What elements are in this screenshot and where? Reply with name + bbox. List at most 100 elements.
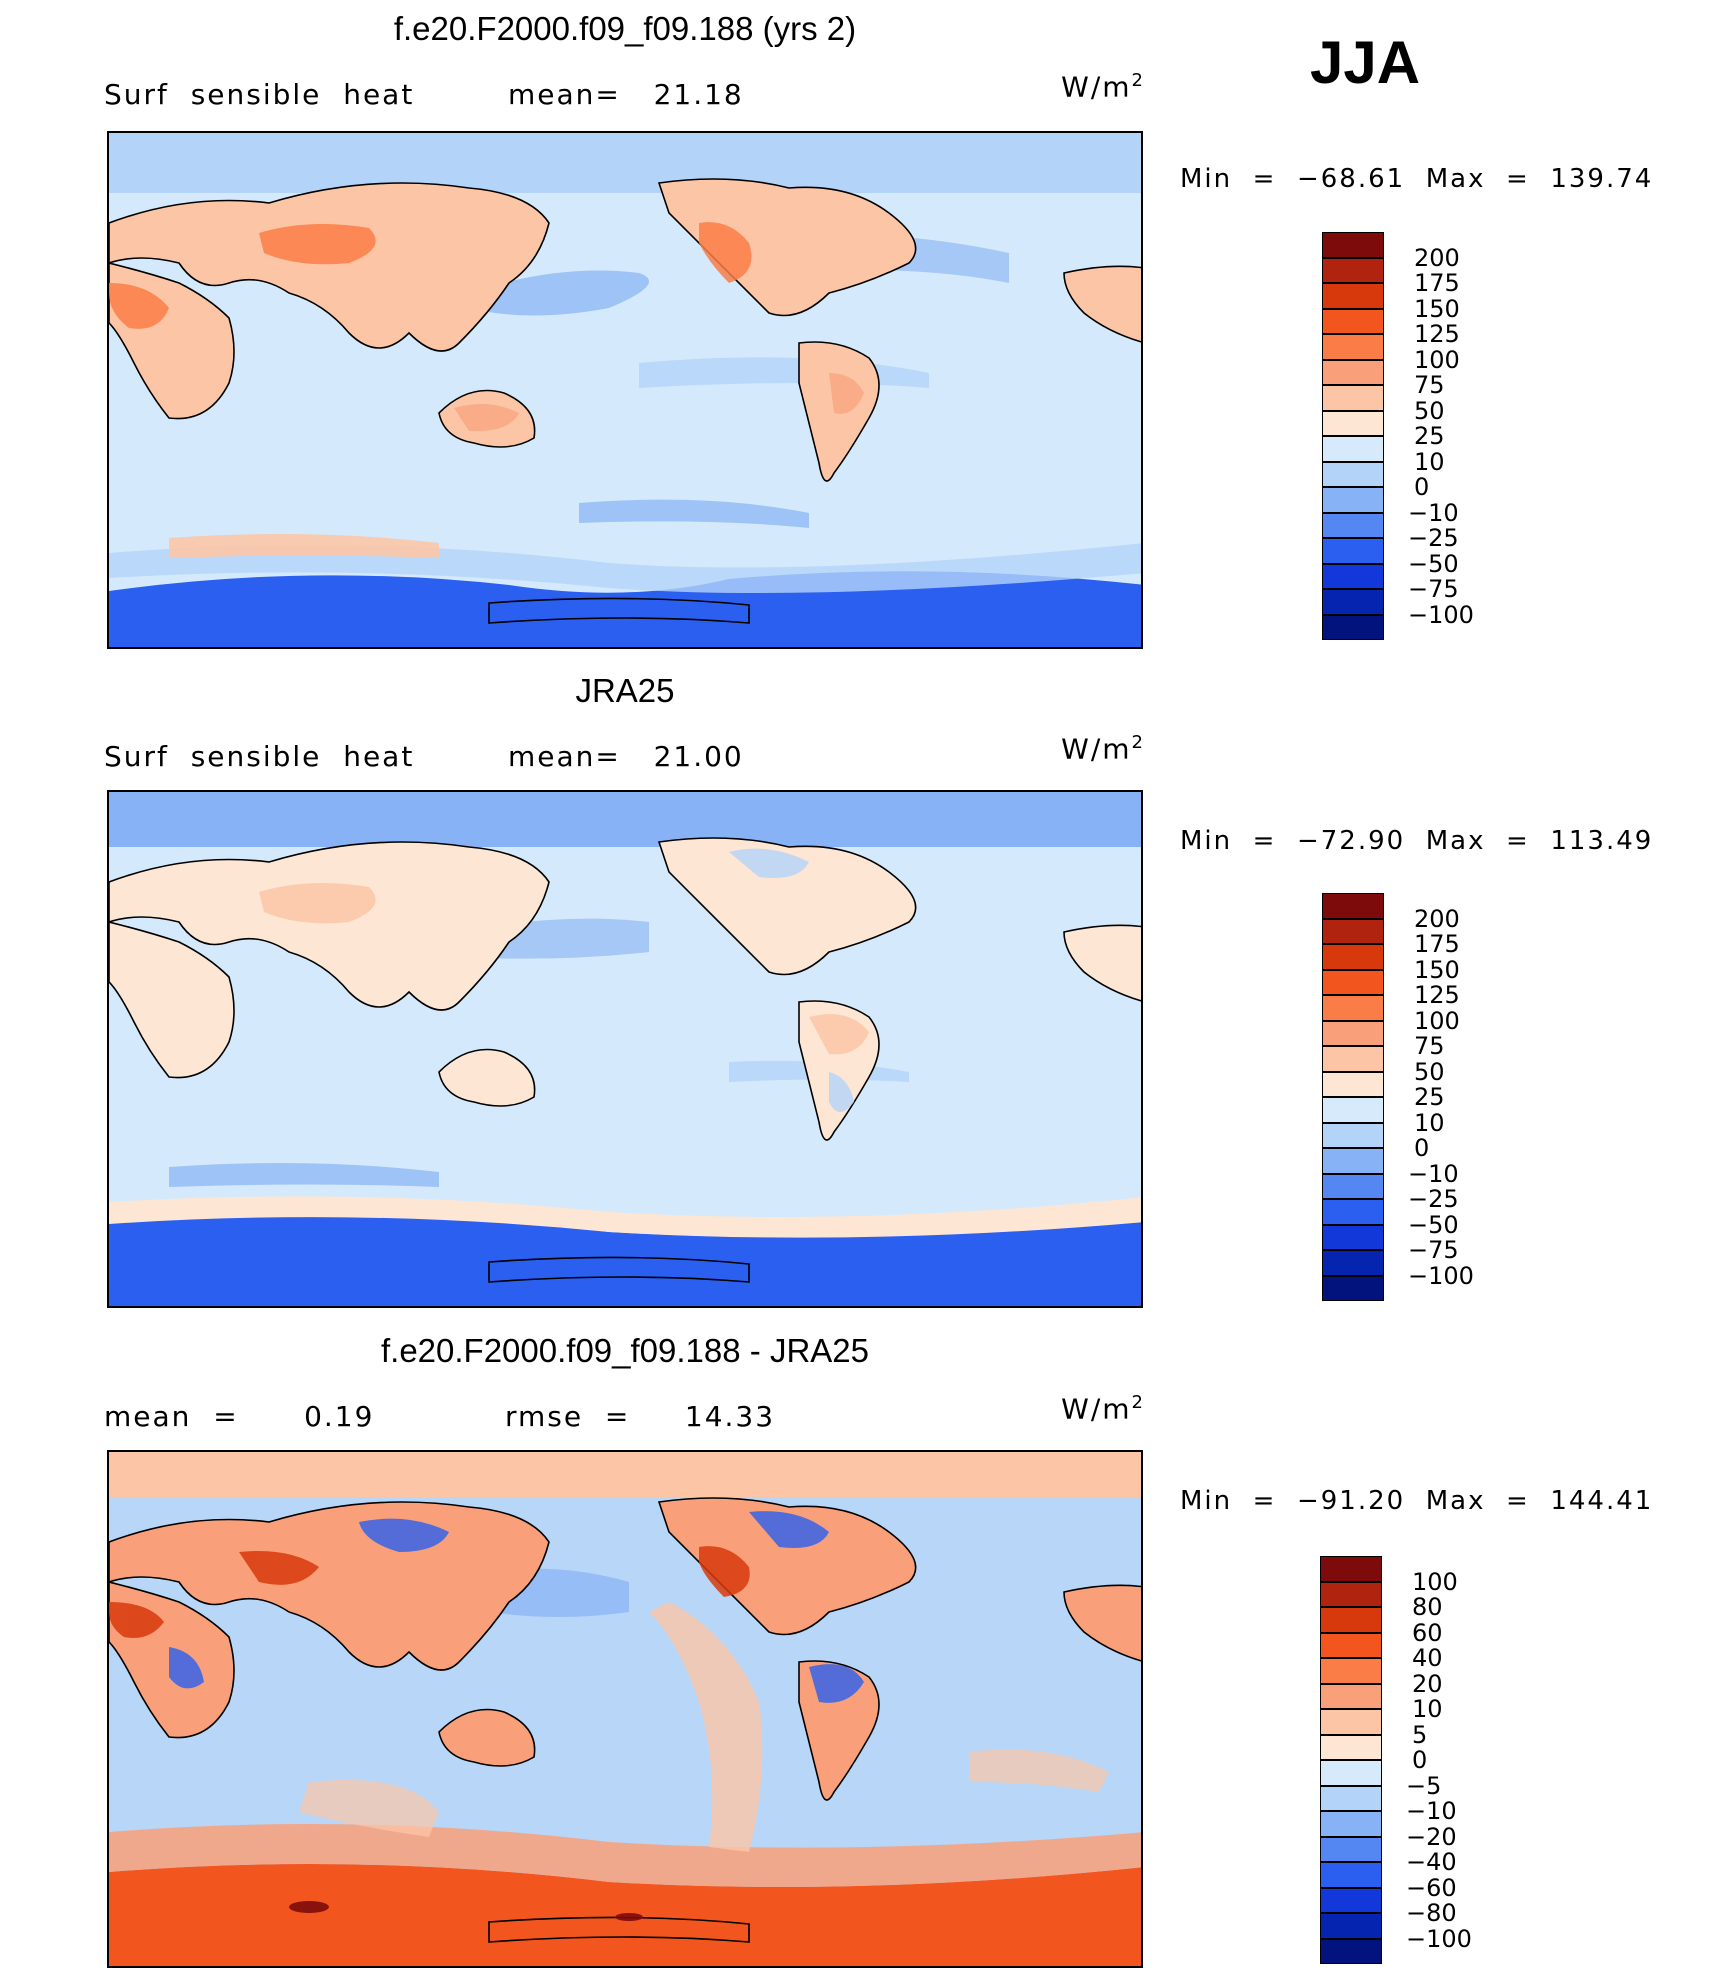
units-label-obs: W/m2 [1061, 732, 1143, 766]
warm-anomaly-middle-east [239, 1551, 319, 1585]
map-diff [107, 1450, 1143, 1968]
rmse-label-diff: rmse = 14.33 [505, 1400, 776, 1433]
legend-swatch [1320, 1556, 1382, 1582]
legend-label: −25 [1408, 1185, 1459, 1213]
legend-swatch [1322, 1199, 1384, 1225]
legend-swatch [1322, 918, 1384, 944]
legend-label: 200 [1414, 904, 1460, 933]
legend-swatch [1320, 1811, 1382, 1837]
legend-label: −10 [1406, 1797, 1457, 1825]
legend-swatch [1322, 1148, 1384, 1174]
legend-swatch [1322, 589, 1384, 615]
legend-label: 0 [1414, 1134, 1430, 1162]
cold-anomaly-amazon [809, 1664, 864, 1703]
legend-label: −40 [1406, 1848, 1457, 1876]
legend-swatch [1322, 257, 1384, 283]
cold-anomaly-canada [749, 1511, 829, 1548]
continent-africa [109, 921, 235, 1079]
minmax-label-obs: Min = −72.90 Max = 113.49 [1180, 826, 1654, 856]
legend-swatch [1322, 995, 1384, 1021]
panel-title-model: f.e20.F2000.f09_f09.188 (yrs 2) [393, 10, 857, 47]
units-label-diff: W/m2 [1061, 1392, 1143, 1426]
legend-label: −25 [1408, 524, 1459, 552]
legend-label: 150 [1414, 955, 1460, 984]
legend-swatch [1320, 1581, 1382, 1607]
legend-label: 20 [1412, 1669, 1443, 1698]
continent-australia [438, 1708, 536, 1767]
arctic-band [109, 792, 1141, 847]
legend-swatch [1320, 1658, 1382, 1684]
season-label: JJA [1310, 29, 1421, 96]
legend-label: 0 [1412, 1746, 1428, 1774]
map-obs [107, 790, 1143, 1308]
legend-swatch [1320, 1734, 1382, 1760]
legend-label: 25 [1414, 422, 1445, 450]
arctic-band [109, 133, 1141, 193]
legend-label: −75 [1408, 575, 1459, 603]
minmax-label-model: Min = −68.61 Max = 139.74 [1180, 164, 1654, 194]
warm-anomaly-north-america [699, 1546, 750, 1597]
legend-label: 175 [1414, 269, 1460, 297]
legend-swatch [1322, 487, 1384, 513]
legend-swatch [1322, 385, 1384, 411]
legend-swatch [1320, 1887, 1382, 1913]
legend-label: 40 [1412, 1644, 1443, 1672]
legend-swatch [1322, 1020, 1384, 1046]
legend-swatch [1322, 436, 1384, 462]
legend-swatch [1322, 308, 1384, 334]
legend-swatch [1322, 944, 1384, 970]
legend-label: −50 [1408, 549, 1459, 578]
mean-label-obs: mean= 21.00 [508, 740, 744, 773]
minmax-label-diff: Min = −91.20 Max = 144.41 [1180, 1486, 1654, 1516]
mean-label-diff: mean = 0.19 [104, 1400, 375, 1433]
legend-swatch [1322, 1097, 1384, 1123]
legend-swatch [1322, 614, 1384, 640]
legend-swatch [1320, 1938, 1382, 1964]
legend-swatch [1320, 1607, 1382, 1633]
legend-label: 125 [1414, 981, 1460, 1009]
panel-title-diff: f.e20.F2000.f09_f09.188 - JRA25 [380, 1332, 869, 1369]
continent-west-africa [1063, 265, 1141, 343]
variable-label-model: Surf sensible heat [104, 78, 415, 111]
legend-label: 100 [1414, 1006, 1460, 1035]
hotspot-sahara [109, 283, 169, 329]
legend-swatch [1322, 1046, 1384, 1072]
cold-anomaly-siberia [359, 1518, 449, 1552]
continent-antarctica [488, 1916, 750, 1943]
legend-swatch [1322, 461, 1384, 487]
legend-swatch [1322, 512, 1384, 538]
legend-swatch [1320, 1913, 1382, 1939]
legend-label: 100 [1412, 1567, 1458, 1596]
legend-swatch [1320, 1836, 1382, 1862]
continent-eurasia [109, 841, 550, 1011]
legend-label: 10 [1414, 447, 1445, 476]
legend-label: 50 [1414, 396, 1445, 425]
legend-label: 50 [1414, 1057, 1445, 1086]
legend-label: −100 [1406, 1924, 1472, 1953]
legend-label: −75 [1408, 1236, 1459, 1264]
legend-swatch [1322, 1250, 1384, 1276]
legend-label: 75 [1414, 1032, 1445, 1060]
variable-label-obs: Surf sensible heat [104, 740, 415, 773]
legend-swatch [1322, 359, 1384, 385]
legend-label: −10 [1408, 498, 1459, 527]
legend-label: −80 [1406, 1899, 1457, 1927]
legend-label: 200 [1414, 243, 1460, 272]
arctic-band [109, 1452, 1141, 1497]
legend-swatch [1322, 893, 1384, 919]
legend-swatch [1320, 1760, 1382, 1786]
legend-label: 75 [1414, 371, 1445, 399]
continent-eurasia [109, 182, 550, 352]
continent-west-africa [1063, 1584, 1141, 1662]
legend-swatch [1322, 1275, 1384, 1301]
mean-label-model: mean= 21.18 [508, 78, 744, 111]
legend-label: 25 [1414, 1083, 1445, 1111]
legend-label: 10 [1412, 1695, 1443, 1723]
legend-swatch [1320, 1632, 1382, 1658]
legend-label: 125 [1414, 320, 1460, 348]
legend-swatch [1320, 1862, 1382, 1888]
legend-label: 60 [1412, 1618, 1443, 1647]
legend-label: 5 [1412, 1720, 1428, 1749]
legend-swatch [1322, 1173, 1384, 1199]
legend-swatch [1322, 563, 1384, 589]
